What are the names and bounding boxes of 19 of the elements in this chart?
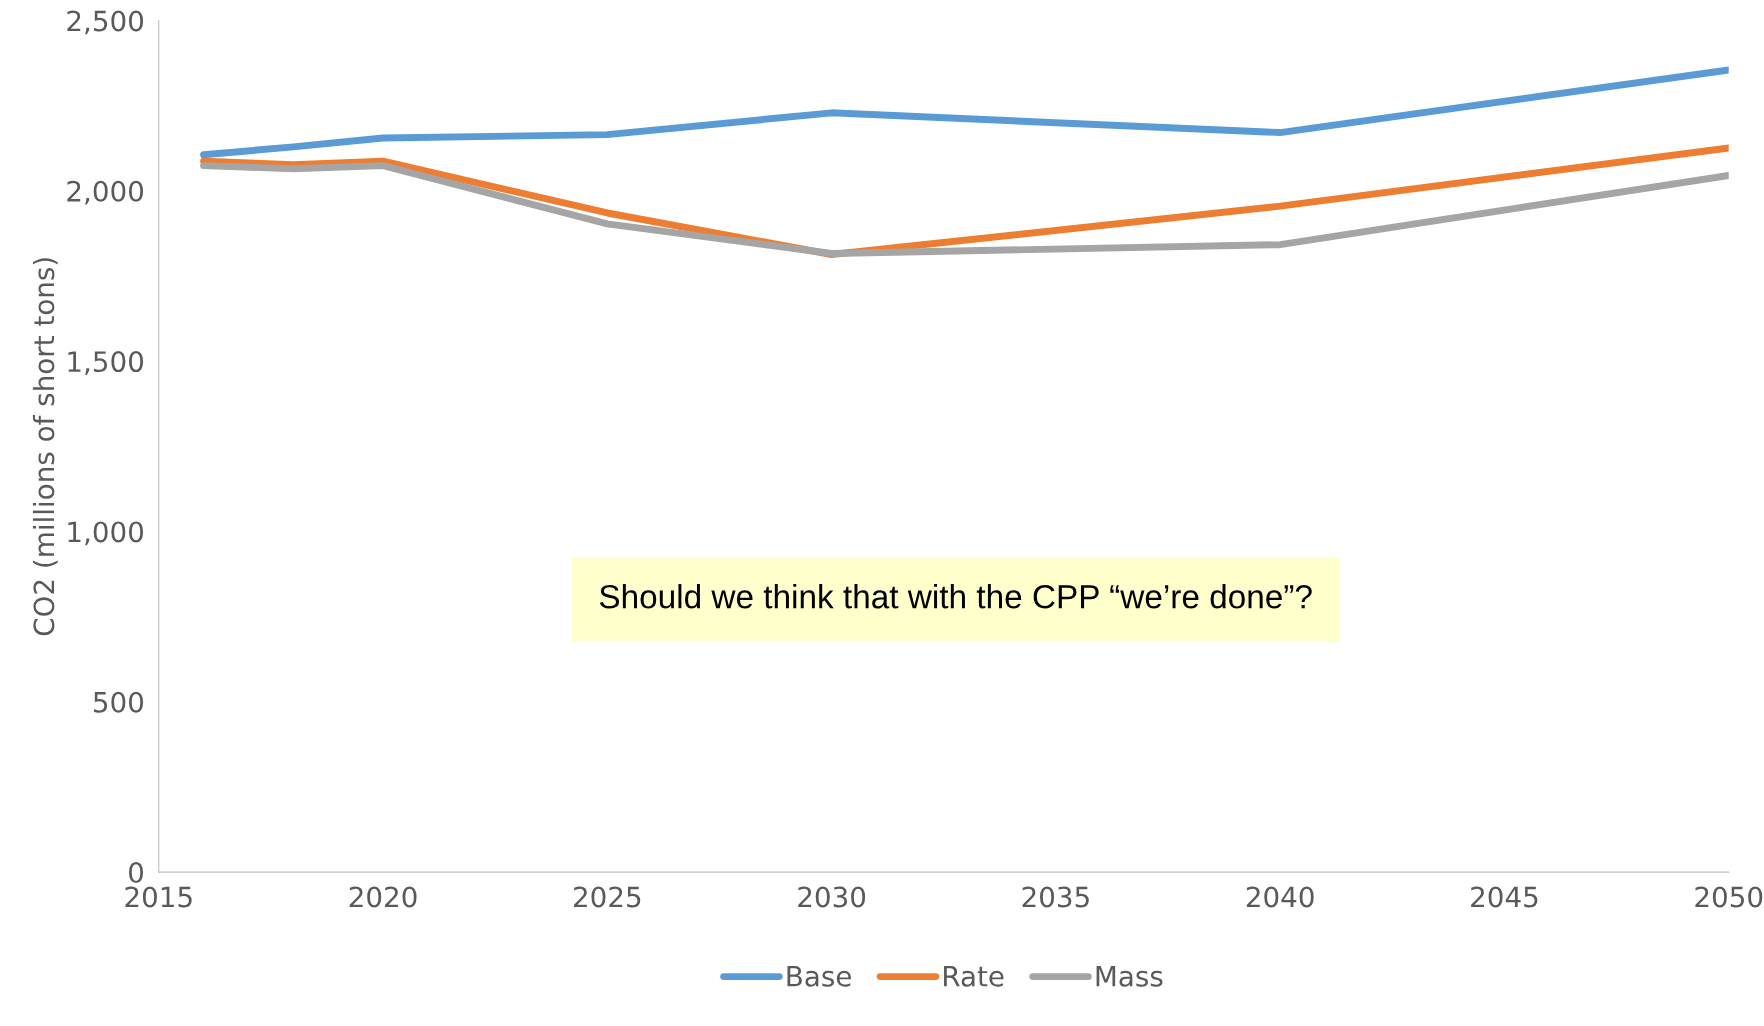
x-tick-label: 2015 <box>125 886 192 908</box>
x-tick-label: 2020 <box>349 886 417 908</box>
x-tick-label: 2035 <box>1022 886 1089 908</box>
y-tick-label: 500 <box>93 691 144 713</box>
x-tick-label: 2045 <box>1471 886 1538 908</box>
y-tick-label: 1,500 <box>68 351 144 375</box>
y-tick-label: 2,000 <box>67 180 144 205</box>
legend-label: Base <box>787 966 851 987</box>
y-tick-label: 1,000 <box>68 521 144 546</box>
x-tick-label: 2025 <box>574 886 641 908</box>
x-tick-label: 2030 <box>798 886 866 908</box>
legend-label: Mass <box>1096 966 1163 987</box>
legend-label: Rate <box>944 966 1004 987</box>
y-tick-label: 2,500 <box>67 10 144 35</box>
x-tick-label: 2040 <box>1246 886 1314 908</box>
x-tick-label: 2050 <box>1695 886 1763 908</box>
annotation: Should we think that with the CPP “we’re done”? <box>599 584 1312 609</box>
y-axis-title: CO2 (millions of short tons) <box>32 258 58 636</box>
y-tick-label: 0 <box>129 862 144 884</box>
